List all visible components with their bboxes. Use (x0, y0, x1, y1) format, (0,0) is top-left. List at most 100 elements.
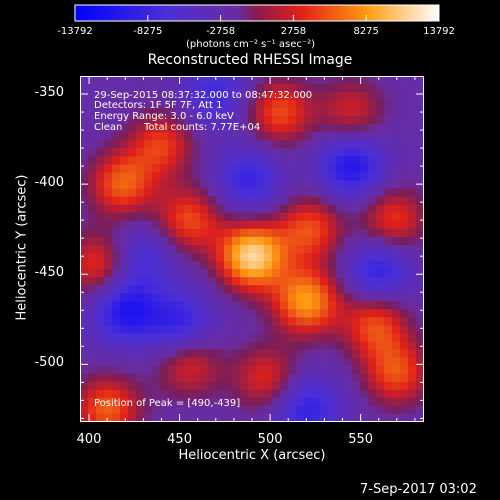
heatmap-cell (344, 317, 353, 327)
heatmap-cell (144, 373, 153, 383)
heatmap-cell (152, 76, 161, 85)
heatmap-cell (272, 325, 281, 335)
heatmap-cell (184, 84, 193, 93)
heatmap-cell (104, 341, 113, 351)
heatmap-cell (136, 212, 145, 222)
heatmap-cell (360, 188, 369, 198)
heatmap-cell (272, 277, 281, 286)
heatmap-cell (80, 132, 89, 141)
heatmap-cell (248, 180, 257, 190)
heatmap-cell (136, 413, 145, 422)
heatmap-cell (88, 244, 97, 254)
heatmap-cell (160, 253, 169, 262)
heatmap-cell (320, 76, 329, 85)
heatmap-cell (208, 204, 217, 214)
heatmap-cell (184, 124, 193, 133)
heatmap-cell (408, 381, 417, 391)
heatmap-cell (344, 124, 353, 133)
heatmap-cell (176, 196, 185, 206)
heatmap-cell (312, 228, 321, 238)
heatmap-cell (96, 116, 105, 125)
heatmap-cell (136, 261, 145, 270)
heatmap-cell (376, 405, 385, 415)
heatmap-cell (240, 148, 249, 158)
heatmap-cell (368, 204, 377, 214)
heatmap-cell (384, 285, 393, 294)
heatmap-cell (96, 285, 105, 294)
heatmap-cell (288, 389, 297, 399)
heatmap-cell (304, 244, 313, 254)
heatmap-cell (344, 228, 353, 238)
heatmap-cell (88, 100, 97, 109)
heatmap-cell (240, 228, 249, 238)
heatmap-cell (152, 140, 161, 150)
time-range: 29-Sep-2015 08:37:32.000 to 08:47:32.000 (94, 90, 313, 101)
heatmap-cell (264, 172, 273, 182)
heatmap-cell (384, 301, 393, 310)
heatmap-cell (312, 357, 321, 367)
heatmap-cell (312, 108, 321, 117)
heatmap-cell (128, 116, 137, 125)
heatmap-cell (384, 349, 393, 359)
heatmap-cell (232, 140, 241, 150)
heatmap-cell (408, 92, 417, 101)
heatmap-cell (272, 269, 281, 278)
heatmap-cell (80, 357, 89, 367)
heatmap-cell (272, 100, 281, 109)
heatmap-cell (224, 325, 233, 335)
heatmap-cell (400, 100, 409, 109)
heatmap-cell (336, 341, 345, 351)
heatmap-cell (112, 76, 121, 85)
heatmap-cell (280, 341, 289, 351)
heatmap-cell (104, 212, 113, 222)
heatmap-cell (224, 100, 233, 109)
heatmap-cell (240, 317, 249, 327)
heatmap-cell (216, 317, 225, 327)
heatmap-cell (152, 373, 161, 383)
heatmap-cell (368, 100, 377, 109)
heatmap-cell (272, 301, 281, 310)
heatmap-cell (376, 365, 385, 375)
heatmap-cell (136, 156, 145, 166)
heatmap-cell (400, 357, 409, 367)
heatmap-cell (288, 325, 297, 335)
heatmap-cell (168, 293, 177, 302)
heatmap-cell (232, 341, 241, 351)
heatmap-cell (192, 236, 201, 246)
heatmap-cell (360, 269, 369, 278)
heatmap-cell (400, 309, 409, 318)
heatmap-cell (216, 236, 225, 246)
heatmap-cell (208, 132, 217, 141)
heatmap-cell (208, 164, 217, 174)
heatmap-cell (216, 212, 225, 222)
heatmap-cell (416, 333, 424, 343)
heatmap-cell (144, 132, 153, 141)
heatmap-cell (240, 188, 249, 198)
heatmap-cell (192, 188, 201, 198)
heatmap-cell (168, 84, 177, 93)
heatmap-cell (168, 204, 177, 214)
heatmap-cell (104, 140, 113, 150)
heatmap-cell (328, 116, 337, 125)
heatmap-cell (120, 325, 129, 335)
heatmap-cell (200, 309, 209, 318)
heatmap-cell (224, 301, 233, 310)
heatmap-cell (152, 220, 161, 230)
heatmap-cell (96, 277, 105, 286)
heatmap-cell (248, 220, 257, 230)
heatmap-cell (88, 116, 97, 125)
heatmap-cell (376, 381, 385, 391)
heatmap-cell (360, 317, 369, 327)
heatmap-cell (272, 373, 281, 383)
heatmap-cell (304, 397, 313, 407)
heatmap-cell (408, 132, 417, 141)
heatmap-cell (112, 100, 121, 109)
heatmap-cell (312, 261, 321, 270)
heatmap-cell (368, 261, 377, 270)
heatmap-cell (200, 196, 209, 206)
heatmap-cell (224, 357, 233, 367)
heatmap-cell (360, 365, 369, 375)
heatmap-cell (112, 365, 121, 375)
heatmap-cell (272, 196, 281, 206)
heatmap-cell (168, 317, 177, 327)
